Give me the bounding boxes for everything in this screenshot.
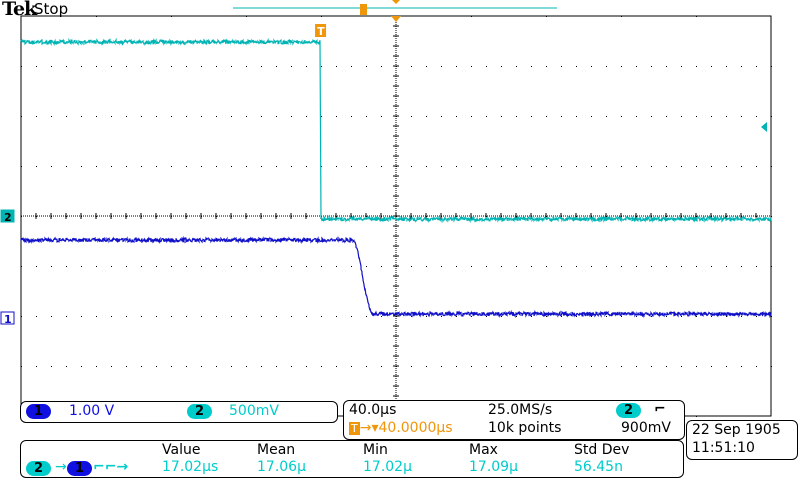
meas-max: 17.09µ	[469, 459, 518, 475]
time-per-div: 40.0µs	[349, 402, 397, 418]
timebase-panel[interactable]: 40.0µs 25.0MS/s 2 ⌐ T →▾40.0000µs 10k poi…	[343, 400, 685, 440]
record-center-marker-icon	[392, 0, 400, 4]
ch2-trace	[20, 37, 772, 224]
meas-stddev: 56.45n	[574, 459, 623, 475]
channel-scale-panel[interactable]: 1 1.00 V 2 500mV	[20, 401, 338, 423]
time: 11:51:10	[692, 440, 755, 456]
sample-rate: 25.0MS/s	[488, 402, 553, 418]
ch2-ground-label: 2	[4, 211, 12, 224]
delay-edges-icon: ⌐⌐→	[93, 459, 129, 475]
meas-source-ch1: 1	[67, 461, 93, 476]
center-time-marker-icon	[391, 16, 401, 22]
trigger-position-marker-icon	[315, 24, 327, 37]
date: 22 Sep 1905	[692, 422, 781, 438]
measurement-panel[interactable]: 2 → 1 ⌐⌐→ Value Mean Min Max Std Dev 17.…	[20, 440, 684, 478]
ch2-badge[interactable]: 2	[187, 404, 213, 419]
falling-edge-icon: ⌐	[654, 401, 666, 417]
trigger-level: 900mV	[621, 420, 671, 436]
meas-header-stddev: Std Dev	[574, 442, 630, 458]
meas-source-ch2: 2	[26, 461, 52, 476]
trigger-source-badge: 2	[616, 403, 642, 418]
ch1-scale: 1.00 V	[69, 403, 115, 419]
trigger-position: T →▾40.0000µs	[349, 420, 453, 436]
tek-logo: Tek	[2, 0, 37, 20]
ch2-ground-marker	[0, 209, 15, 223]
meas-header-mean: Mean	[257, 442, 296, 458]
ch1-ground-marker	[0, 311, 15, 325]
ch1-badge[interactable]: 1	[26, 404, 52, 419]
acquisition-status: Stop	[34, 0, 69, 18]
arrow-icon: →	[55, 459, 67, 475]
meas-value: 17.02µs	[162, 459, 219, 475]
meas-header-min: Min	[363, 442, 388, 458]
meas-min: 17.02µ	[363, 459, 412, 475]
ch1-trace	[20, 235, 772, 319]
ch1-ground-label: 1	[4, 313, 12, 326]
record-trigger-marker-icon	[360, 4, 367, 15]
meas-header-value: Value	[162, 442, 201, 458]
meas-mean: 17.06µ	[257, 459, 306, 475]
meas-header-max: Max	[469, 442, 498, 458]
record-length: 10k points	[488, 420, 562, 436]
datetime-panel: 22 Sep 1905 11:51:10	[686, 420, 798, 460]
trigger-icon: T	[349, 422, 360, 435]
ch2-scale: 500mV	[229, 403, 279, 419]
trigger-level-arrow-icon	[761, 122, 767, 132]
trigger-marker-label: T	[317, 25, 325, 38]
